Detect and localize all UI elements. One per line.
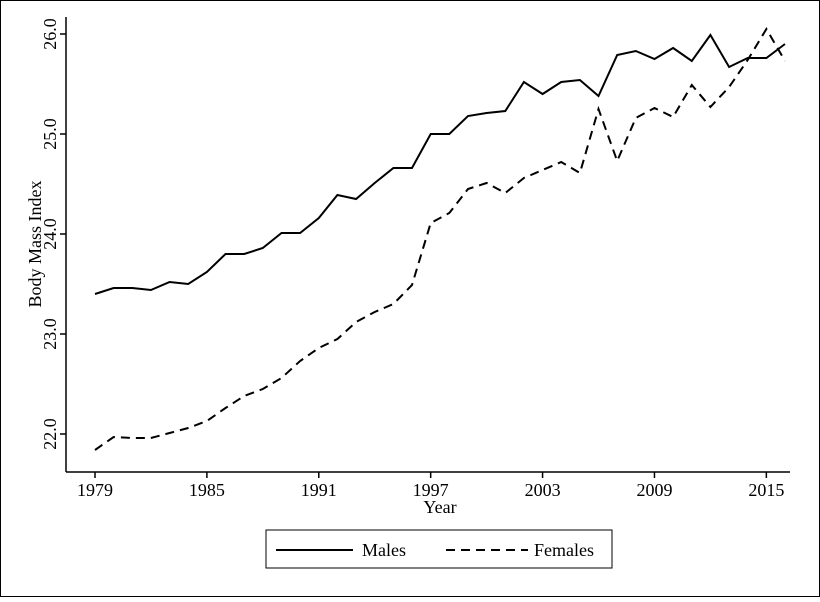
y-tick-label: 24.0 xyxy=(40,218,60,250)
x-tick-label: 2015 xyxy=(748,480,784,500)
x-axis-title: Year xyxy=(423,497,456,517)
series-layer xyxy=(94,27,786,451)
y-tick-label: 22.0 xyxy=(40,418,60,450)
y-tick-label: 26.0 xyxy=(40,18,60,50)
y-tick-label: 23.0 xyxy=(40,318,60,350)
x-tick-label: 1997 xyxy=(413,480,449,500)
legend: Males Females xyxy=(265,529,613,569)
x-tick-label: 2003 xyxy=(525,480,561,500)
legend-label-females: Females xyxy=(534,540,594,560)
series-line-males xyxy=(94,33,786,295)
axes: 1979 1985 1991 1997 2003 2009 2015 22.0 23.0 24.0… xyxy=(40,17,790,500)
series-line-females xyxy=(94,27,786,451)
x-tick-label: 1985 xyxy=(189,480,225,500)
y-axis-title: Body Mass Index xyxy=(25,181,45,308)
y-tick-label: 25.0 xyxy=(40,118,60,150)
x-tick-label: 1979 xyxy=(77,480,113,500)
x-tick-label: 1991 xyxy=(301,480,337,500)
x-tick-label: 2009 xyxy=(636,480,672,500)
legend-label-males: Males xyxy=(362,540,406,560)
